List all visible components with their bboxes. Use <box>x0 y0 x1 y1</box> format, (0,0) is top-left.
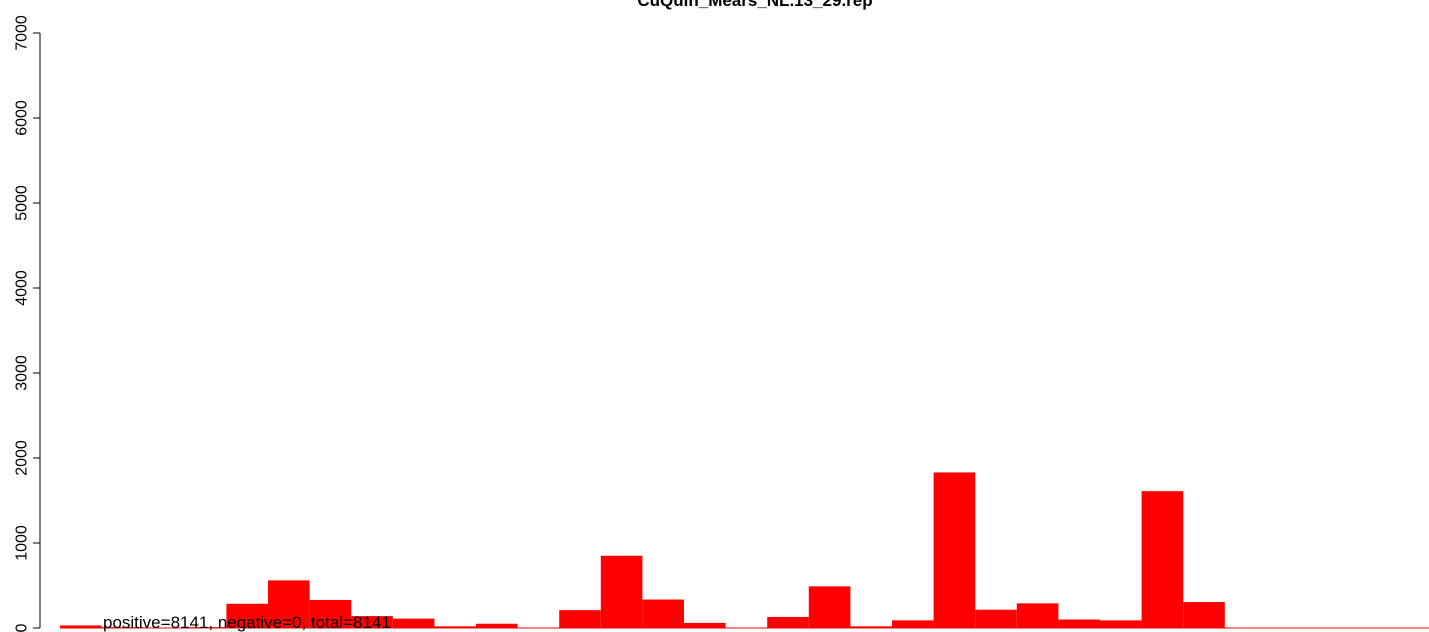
bar <box>1016 603 1059 628</box>
y-tick-label: 2000 <box>14 440 31 476</box>
bar <box>642 599 684 628</box>
bar <box>600 555 643 628</box>
y-axis: 0 1000 2000 3000 4000 5000 6000 7000 <box>14 15 40 632</box>
bar <box>60 625 102 628</box>
bars <box>60 472 1225 628</box>
bar <box>933 472 976 628</box>
bar <box>226 603 268 628</box>
y-tick-label: 6000 <box>14 100 31 136</box>
y-tick-label: 1000 <box>14 525 31 561</box>
bar <box>1183 602 1225 628</box>
bar <box>1141 491 1184 628</box>
bar <box>434 626 476 628</box>
bar <box>808 586 851 628</box>
y-tick-label: 0 <box>14 623 31 632</box>
bar <box>268 580 310 628</box>
bar <box>850 626 892 628</box>
summary-annotation: positive=8141, negative=0, total=8141 <box>103 613 391 632</box>
bar <box>1100 620 1142 628</box>
bar <box>684 622 726 628</box>
bar <box>975 609 1017 628</box>
bar <box>351 616 393 628</box>
bar <box>892 620 934 628</box>
chart-title: CuQuin_Mears_NL.13_29.rep <box>637 0 872 10</box>
y-tick-label: 3000 <box>14 355 31 391</box>
bar <box>392 618 435 628</box>
y-tick-label: 4000 <box>14 270 31 306</box>
y-tick-label: 5000 <box>14 185 31 221</box>
bar <box>767 616 809 628</box>
bar <box>309 599 352 628</box>
bar <box>559 610 601 628</box>
y-tick-label: 7000 <box>14 15 31 51</box>
bar <box>1058 619 1100 628</box>
bar <box>476 623 518 628</box>
